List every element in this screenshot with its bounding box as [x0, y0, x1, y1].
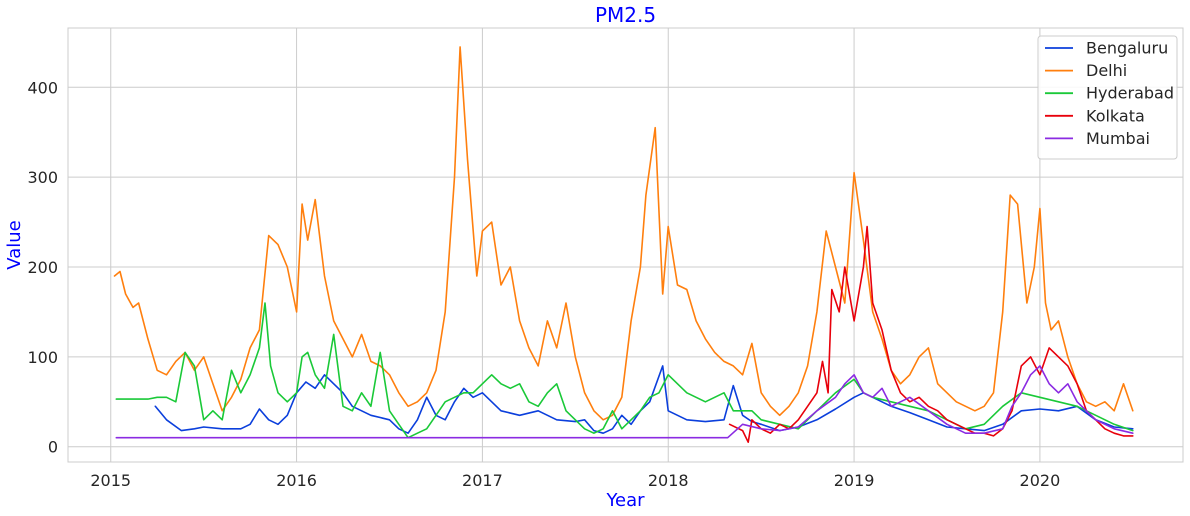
y-tick-labels: 0 100 200 300 400 [27, 78, 58, 456]
series-layer [113, 46, 1134, 444]
legend: Bengaluru Delhi Hyderabad Kolkata Mumbai [1037, 35, 1178, 160]
y-tick-label: 400 [27, 78, 58, 97]
x-tick-label: 2016 [276, 471, 317, 490]
x-tick-label: 2020 [1020, 471, 1061, 490]
y-tick-label: 0 [48, 438, 58, 457]
series-line-kolkata [728, 225, 1134, 444]
x-tick-label: 2015 [90, 471, 131, 490]
legend-box [1037, 35, 1178, 160]
series-line-bengaluru [154, 365, 1134, 435]
legend-label-kolkata: Kolkata [1086, 106, 1145, 125]
legend-label-hyderabad: Hyderabad [1086, 84, 1174, 103]
x-tick-labels: 2015 2016 2017 2018 2019 2020 [90, 471, 1060, 490]
legend-label-delhi: Delhi [1086, 61, 1127, 80]
y-tick-label: 300 [27, 168, 58, 187]
x-tick-label: 2019 [834, 471, 875, 490]
y-tick-label: 200 [27, 258, 58, 277]
x-tick-label: 2017 [462, 471, 503, 490]
y-tick-label: 100 [27, 348, 58, 367]
chart-title: PM2.5 [595, 3, 656, 27]
y-axis-title: Value [4, 220, 25, 269]
legend-label-bengaluru: Bengaluru [1086, 39, 1168, 58]
x-tick-label: 2018 [648, 471, 689, 490]
x-axis-title: Year [605, 490, 645, 511]
legend-label-mumbai: Mumbai [1086, 129, 1150, 148]
series-line-delhi [113, 46, 1134, 421]
plot-frame [67, 27, 1184, 463]
series-line-mumbai [115, 365, 1134, 439]
